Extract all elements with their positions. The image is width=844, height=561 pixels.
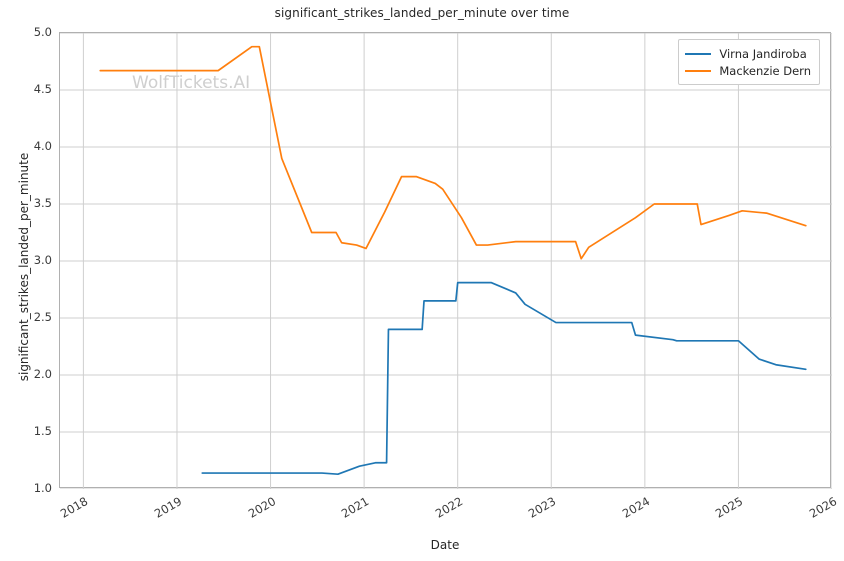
x-tick-label: 2018	[58, 494, 91, 521]
x-tick-label: 2020	[245, 494, 278, 521]
y-tick-label: 3.5	[33, 196, 52, 210]
chart-legend[interactable]: Virna Jandiroba Mackenzie Dern	[678, 39, 820, 85]
x-tick-label: 2019	[151, 494, 185, 521]
y-tick-label: 5.0	[33, 25, 52, 39]
y-tick-label: 4.5	[33, 82, 52, 96]
x-tick-label: 2021	[339, 494, 372, 521]
y-tick-label: 4.0	[33, 139, 52, 153]
plot-area: WolfTickets.AI Virna Jandiroba Mackenzie …	[59, 32, 832, 489]
y-tick-label: 1.5	[33, 424, 52, 438]
x-tick-label: 2024	[619, 494, 653, 521]
y-tick-label: 2.0	[33, 367, 52, 381]
legend-color-swatch	[685, 52, 712, 55]
grid-lines	[60, 33, 832, 489]
series-line	[201, 281, 807, 476]
y-axis-tick-labels: 1.0 1.5 2.0 2.5 3.0 3.5 4.0 4.5 5.0	[0, 25, 52, 495]
x-tick-label: 2025	[713, 494, 746, 521]
chart-title: significant_strikes_landed_per_minute ov…	[274, 6, 570, 20]
series-line	[99, 45, 807, 260]
legend-entry[interactable]: Virna Jandiroba	[685, 45, 811, 62]
data-series-lines	[99, 45, 807, 476]
legend-color-swatch	[685, 69, 712, 72]
x-tick-label: 2023	[526, 494, 559, 521]
y-tick-label: 2.5	[33, 310, 52, 324]
legend-label: Virna Jandiroba	[719, 46, 807, 61]
x-axis-tick-labels: 2018 2019 2020 2021 2022 2023 2024 2025 2026	[58, 494, 839, 534]
y-tick-label: 1.0	[33, 481, 52, 495]
legend-entry[interactable]: Mackenzie Dern	[685, 62, 811, 79]
legend-label: Mackenzie Dern	[719, 63, 811, 78]
x-tick-label: 2026	[806, 494, 840, 521]
y-tick-label: 3.0	[33, 253, 52, 267]
x-axis-label: Date	[430, 538, 460, 552]
x-tick-label: 2022	[432, 494, 465, 521]
